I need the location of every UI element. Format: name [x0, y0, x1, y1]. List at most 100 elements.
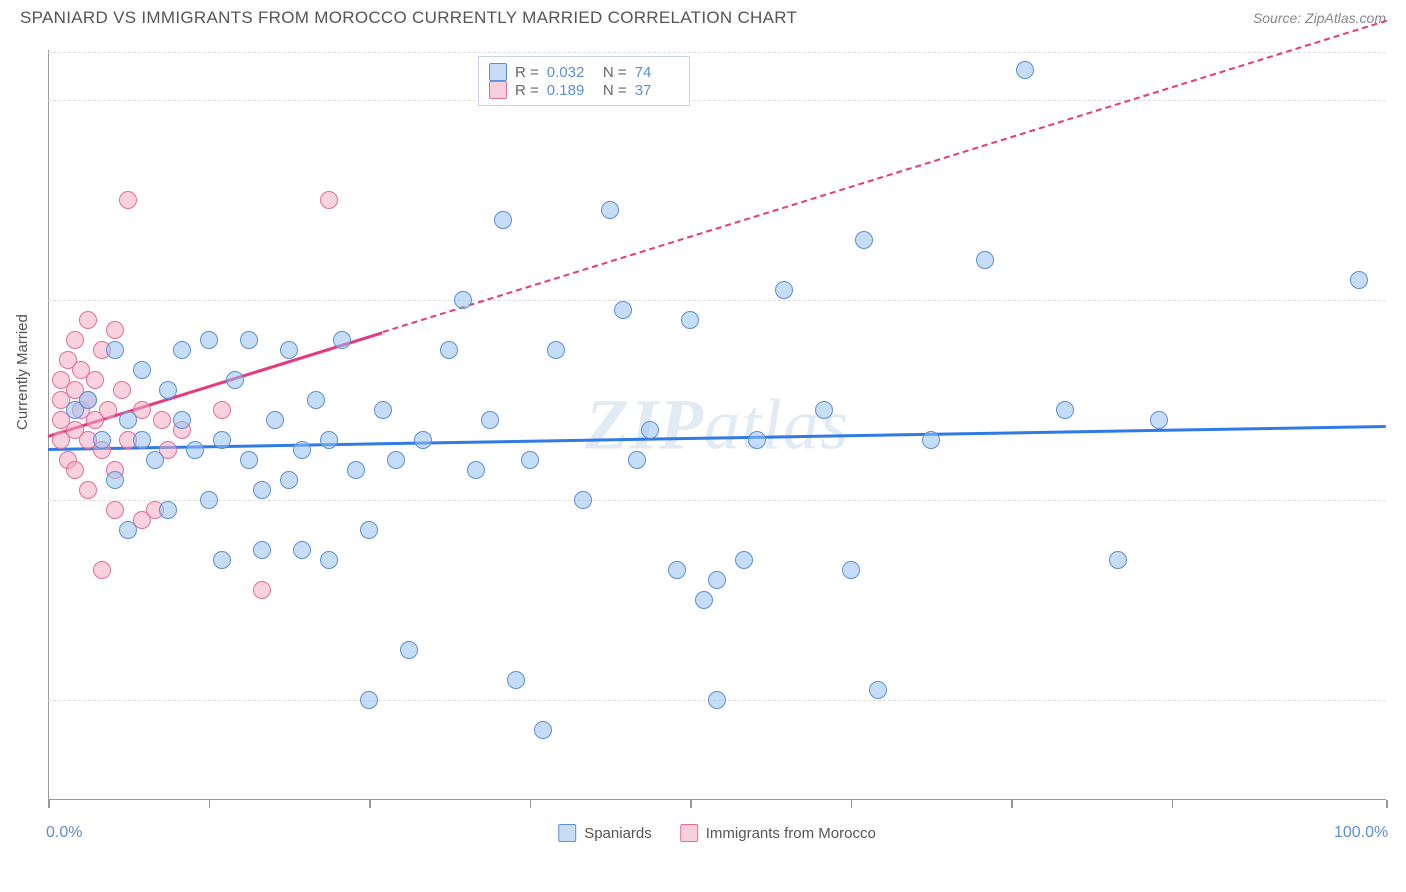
data-point: [293, 441, 311, 459]
data-point: [173, 341, 191, 359]
data-point: [1350, 271, 1368, 289]
y-tick-label: 60.0%: [1396, 291, 1406, 309]
stat-n-value: 37: [635, 82, 679, 99]
correlation-stats-box: R =0.032 N =74R =0.189 N =37: [478, 56, 690, 106]
data-point: [213, 551, 231, 569]
data-point: [374, 401, 392, 419]
stat-r-value: 0.189: [547, 82, 591, 99]
data-point: [775, 281, 793, 299]
data-point: [1109, 551, 1127, 569]
data-point: [440, 341, 458, 359]
y-axis-line: [48, 50, 49, 800]
data-point: [855, 231, 873, 249]
data-point: [467, 461, 485, 479]
data-point: [266, 411, 284, 429]
data-point: [547, 341, 565, 359]
data-point: [93, 431, 111, 449]
data-point: [119, 191, 137, 209]
data-point: [106, 471, 124, 489]
data-point: [507, 671, 525, 689]
gridline: [48, 500, 1386, 501]
data-point: [454, 291, 472, 309]
data-point: [601, 201, 619, 219]
x-tick: [530, 800, 532, 808]
data-point: [1056, 401, 1074, 419]
stat-r-value: 0.032: [547, 64, 591, 81]
data-point: [133, 431, 151, 449]
data-point: [106, 501, 124, 519]
data-point: [173, 411, 191, 429]
data-point: [159, 381, 177, 399]
gridline: [48, 52, 1386, 53]
gridline: [48, 100, 1386, 101]
legend-swatch: [680, 824, 698, 842]
data-point: [240, 331, 258, 349]
trendline: [48, 425, 1386, 450]
data-point: [400, 641, 418, 659]
data-point: [133, 361, 151, 379]
watermark-text: ZIPatlas: [585, 384, 849, 467]
data-point: [614, 301, 632, 319]
data-point: [1016, 61, 1034, 79]
stat-r-label: R =: [515, 64, 539, 81]
legend: Spaniards Immigrants from Morocco: [558, 824, 876, 842]
x-tick: [1011, 800, 1013, 808]
data-point: [815, 401, 833, 419]
data-point: [200, 491, 218, 509]
x-axis-line: [48, 799, 1386, 800]
data-point: [66, 461, 84, 479]
data-point: [106, 321, 124, 339]
data-point: [320, 191, 338, 209]
data-point: [200, 331, 218, 349]
x-tick: [209, 800, 211, 808]
stat-n-label: N =: [599, 82, 627, 99]
data-point: [320, 551, 338, 569]
data-point: [708, 691, 726, 709]
data-point: [79, 481, 97, 499]
stat-r-label: R =: [515, 82, 539, 99]
data-point: [146, 451, 164, 469]
data-point: [226, 371, 244, 389]
stats-row: R =0.032 N =74: [489, 63, 679, 81]
data-point: [99, 401, 117, 419]
x-tick-label: 0.0%: [46, 824, 82, 842]
x-tick: [1172, 800, 1174, 808]
data-point: [628, 451, 646, 469]
legend-swatch: [489, 63, 507, 81]
data-point: [106, 341, 124, 359]
data-point: [976, 251, 994, 269]
data-point: [320, 431, 338, 449]
data-point: [360, 521, 378, 539]
stats-row: R = 0.189 N = 37: [489, 81, 679, 99]
data-point: [79, 311, 97, 329]
data-point: [119, 411, 137, 429]
x-tick: [1386, 800, 1388, 808]
data-point: [481, 411, 499, 429]
y-tick-label: 40.0%: [1396, 491, 1406, 509]
x-tick: [851, 800, 853, 808]
data-point: [534, 721, 552, 739]
data-point: [748, 431, 766, 449]
data-point: [253, 481, 271, 499]
data-point: [1150, 411, 1168, 429]
data-point: [213, 431, 231, 449]
data-point: [280, 471, 298, 489]
data-point: [213, 401, 231, 419]
y-tick-label: 80.0%: [1396, 91, 1406, 109]
data-point: [347, 461, 365, 479]
data-point: [708, 571, 726, 589]
x-tick: [48, 800, 50, 808]
data-point: [93, 561, 111, 579]
data-point: [253, 581, 271, 599]
data-point: [641, 421, 659, 439]
legend-item: Spaniards: [558, 824, 652, 842]
legend-item: Immigrants from Morocco: [680, 824, 876, 842]
data-point: [119, 521, 137, 539]
scatter-chart: ZIPatlas 20.0%40.0%60.0%80.0%0.0%100.0% …: [48, 50, 1386, 800]
data-point: [681, 311, 699, 329]
source-attribution: Source: ZipAtlas.com: [1253, 10, 1386, 26]
data-point: [387, 451, 405, 469]
x-tick-label: 100.0%: [1334, 824, 1388, 842]
data-point: [153, 411, 171, 429]
gridline: [48, 300, 1386, 301]
